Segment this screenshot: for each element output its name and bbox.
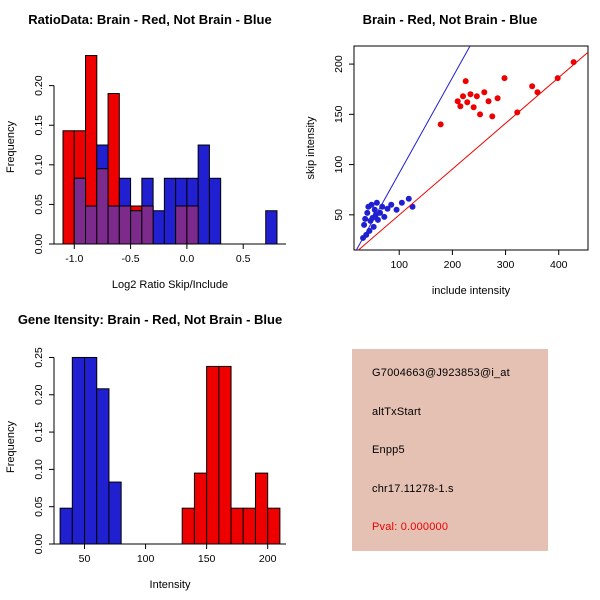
svg-text:0.15: 0.15 bbox=[33, 115, 45, 136]
svg-text:0.00: 0.00 bbox=[33, 234, 45, 255]
svg-text:50: 50 bbox=[333, 209, 345, 221]
svg-text:0.25: 0.25 bbox=[33, 347, 45, 368]
svg-text:0.20: 0.20 bbox=[33, 75, 45, 96]
gene-info-box: G7004663@J923853@i_at altTxStart Enpp5 c… bbox=[352, 349, 548, 551]
svg-text:200: 200 bbox=[333, 55, 345, 73]
svg-text:300: 300 bbox=[497, 259, 515, 271]
svg-text:50: 50 bbox=[79, 553, 91, 565]
svg-text:Gene Itensity: Brain - Red, No: Gene Itensity: Brain - Red, Not Brain - … bbox=[18, 312, 282, 327]
gene-intensity-histogram-panel: Gene Itensity: Brain - Red, Not Brain - … bbox=[0, 300, 300, 600]
svg-text:include intensity: include intensity bbox=[432, 285, 511, 297]
svg-text:-0.5: -0.5 bbox=[122, 253, 140, 265]
svg-text:Intensity: Intensity bbox=[150, 579, 191, 591]
ratio-histogram-panel: RatioData: Brain - Red, Not Brain - Blue… bbox=[0, 0, 300, 300]
svg-text:400: 400 bbox=[550, 259, 568, 271]
intensity-scatter-panel: Brain - Red, Not Brain - Blue include int… bbox=[300, 0, 600, 300]
svg-text:Log2 Ratio Skip/Include: Log2 Ratio Skip/Include bbox=[112, 279, 228, 291]
svg-text:100: 100 bbox=[333, 156, 345, 174]
svg-text:0.5: 0.5 bbox=[236, 253, 251, 265]
svg-text:100: 100 bbox=[137, 553, 155, 565]
svg-text:Frequency: Frequency bbox=[5, 121, 17, 173]
svg-text:RatioData: Brain - Red, Not Br: RatioData: Brain - Red, Not Brain - Blue bbox=[28, 12, 271, 27]
svg-text:0.10: 0.10 bbox=[33, 154, 45, 175]
svg-text:150: 150 bbox=[198, 553, 216, 565]
genomic-location-text: chr17.11278-1.s bbox=[372, 482, 454, 495]
gene-info-panel: G7004663@J923853@i_at altTxStart Enpp5 c… bbox=[300, 300, 600, 600]
ratio-histogram-chart: RatioData: Brain - Red, Not Brain - Blue… bbox=[5, 12, 286, 291]
svg-text:0.0: 0.0 bbox=[180, 253, 195, 265]
svg-text:100: 100 bbox=[390, 259, 408, 271]
svg-text:150: 150 bbox=[333, 105, 345, 123]
gene-intensity-histogram-chart: Gene Itensity: Brain - Red, Not Brain - … bbox=[5, 312, 286, 591]
gene-name-text: Enpp5 bbox=[372, 444, 405, 456]
svg-text:skip intensity: skip intensity bbox=[305, 116, 317, 179]
pval-text: Pval: 0.000000 bbox=[372, 521, 449, 533]
event-type-text: altTxStart bbox=[372, 405, 422, 418]
svg-text:-1.0: -1.0 bbox=[65, 253, 83, 265]
svg-text:0.05: 0.05 bbox=[33, 496, 45, 517]
svg-text:0.10: 0.10 bbox=[33, 459, 45, 480]
svg-text:Frequency: Frequency bbox=[5, 421, 17, 473]
probe-id-text: G7004663@J923853@i_at bbox=[372, 367, 510, 379]
svg-text:Brain - Red, Not Brain - Blue: Brain - Red, Not Brain - Blue bbox=[363, 12, 538, 27]
intensity-scatter-chart: Brain - Red, Not Brain - Blue include int… bbox=[305, 12, 589, 297]
svg-text:0.20: 0.20 bbox=[33, 384, 45, 405]
svg-text:0.00: 0.00 bbox=[33, 534, 45, 555]
svg-text:0.05: 0.05 bbox=[33, 194, 45, 215]
svg-text:200: 200 bbox=[444, 259, 462, 271]
svg-text:0.15: 0.15 bbox=[33, 422, 45, 443]
svg-text:200: 200 bbox=[259, 553, 277, 565]
